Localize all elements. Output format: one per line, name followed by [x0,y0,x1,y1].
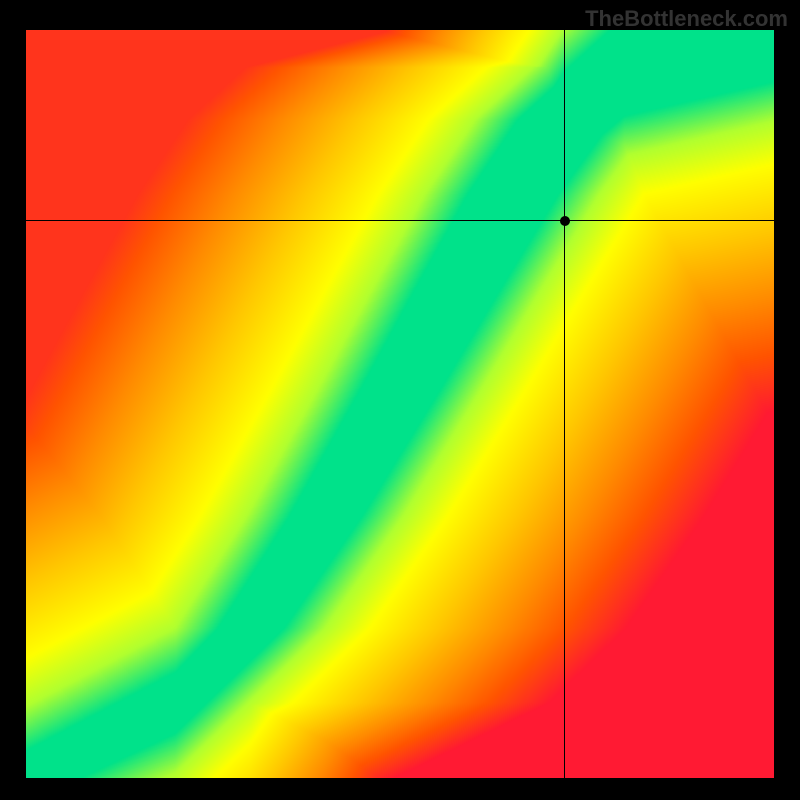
crosshair-marker [560,216,570,226]
plot-area [26,30,774,778]
watermark-text: TheBottleneck.com [585,6,788,32]
crosshair-horizontal [26,220,774,221]
heatmap-canvas [26,30,774,778]
crosshair-vertical [564,30,565,778]
chart-container: TheBottleneck.com [0,0,800,800]
